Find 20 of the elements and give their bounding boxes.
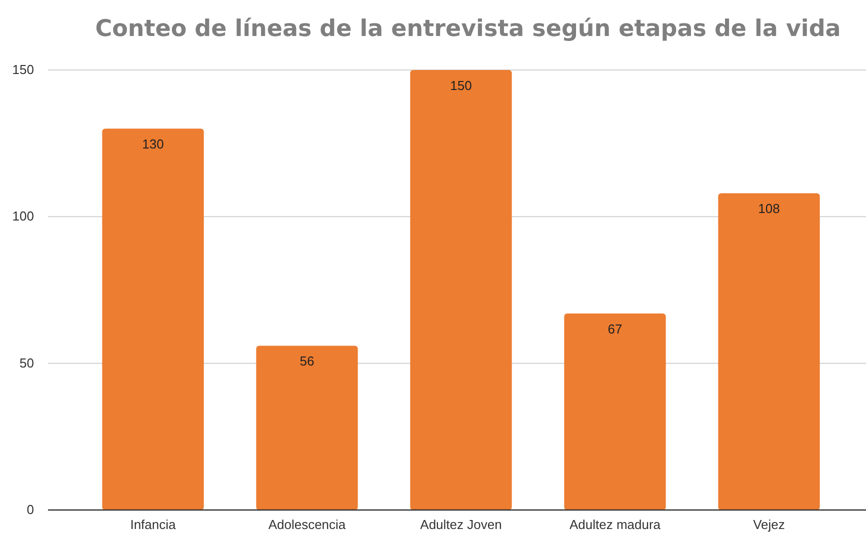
bar xyxy=(102,128,204,510)
x-tick-label: Adolescencia xyxy=(268,517,346,532)
x-tick-label: Vejez xyxy=(753,517,785,532)
y-tick-label: 50 xyxy=(20,355,34,370)
chart-title: Conteo de líneas de la entrevista según etapas de la vida xyxy=(95,16,841,42)
y-tick-label: 100 xyxy=(12,208,34,224)
y-tick-label: 0 xyxy=(26,502,34,517)
data-label: 108 xyxy=(758,201,780,216)
x-tick-label: Infancia xyxy=(130,517,177,532)
x-tick-label: Adultez Joven xyxy=(420,517,502,532)
x-tick-label: Adultez madura xyxy=(569,517,662,532)
bar xyxy=(564,313,666,510)
data-label: 130 xyxy=(142,136,164,152)
bar xyxy=(718,193,820,510)
bar xyxy=(256,346,358,510)
data-label: 56 xyxy=(300,354,314,369)
bar xyxy=(410,70,512,510)
y-tick-label: 150 xyxy=(12,62,34,77)
data-label: 67 xyxy=(608,321,622,336)
data-label: 150 xyxy=(450,78,472,93)
